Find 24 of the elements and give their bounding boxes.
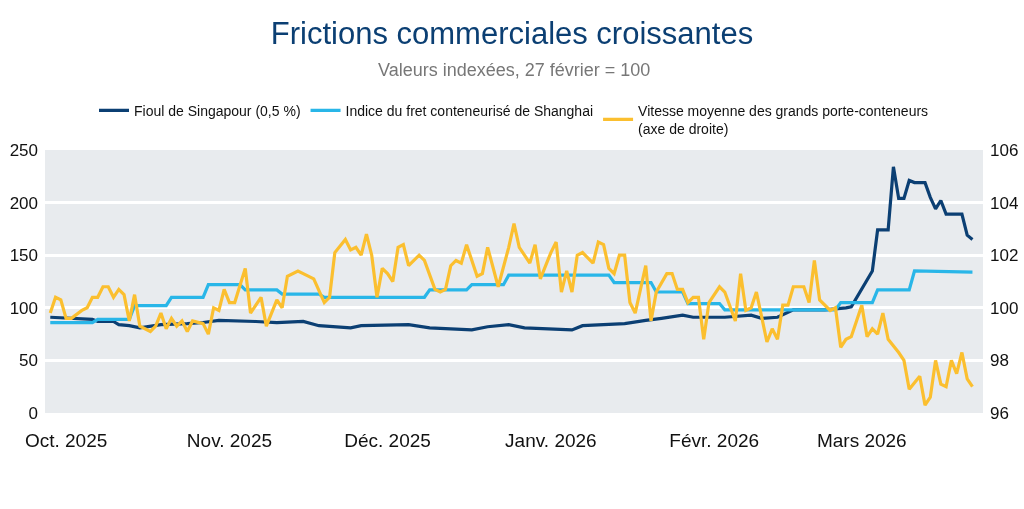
x-tick-label: Nov. 2025	[186, 430, 273, 451]
x-tick-label: Déc. 2025	[344, 430, 431, 451]
y2-tick-label: 98	[990, 351, 1009, 371]
y2-tick-label: 104	[990, 193, 1019, 213]
x-tick-label: Oct. 2025	[24, 430, 108, 451]
y-tick-label: 250	[9, 140, 38, 160]
y2-tick-label: 106	[990, 140, 1019, 160]
chart-subtitle: Valeurs indexées, 27 février = 100	[378, 60, 651, 80]
legend-label: Vitesse moyenne des grands porte-conteneurs (axe de droite)	[638, 102, 929, 138]
y-tick-label: 100	[9, 298, 38, 318]
x-tick-label: Févr. 2026	[669, 430, 760, 451]
legend-label: Fioul de Singapour (0,5 %)	[134, 102, 301, 119]
y-tick-label: 50	[19, 351, 38, 371]
legend-label: Indice du fret conteneurisé de Shanghai	[345, 102, 594, 119]
y2-tick-label: 96	[990, 403, 1009, 423]
y2-tick-label: 102	[990, 246, 1019, 266]
y-tick-label: 0	[28, 403, 38, 423]
x-tick-label: Janv. 2026	[505, 430, 597, 451]
y2-tick-label: 100	[990, 298, 1019, 318]
chart-title: Frictions commerciales croissantes	[270, 15, 754, 51]
x-tick-label: Mars 2026	[816, 430, 907, 451]
y-tick-label: 150	[9, 246, 38, 266]
line-series	[48, 222, 975, 407]
y-tick-label: 200	[9, 193, 38, 213]
